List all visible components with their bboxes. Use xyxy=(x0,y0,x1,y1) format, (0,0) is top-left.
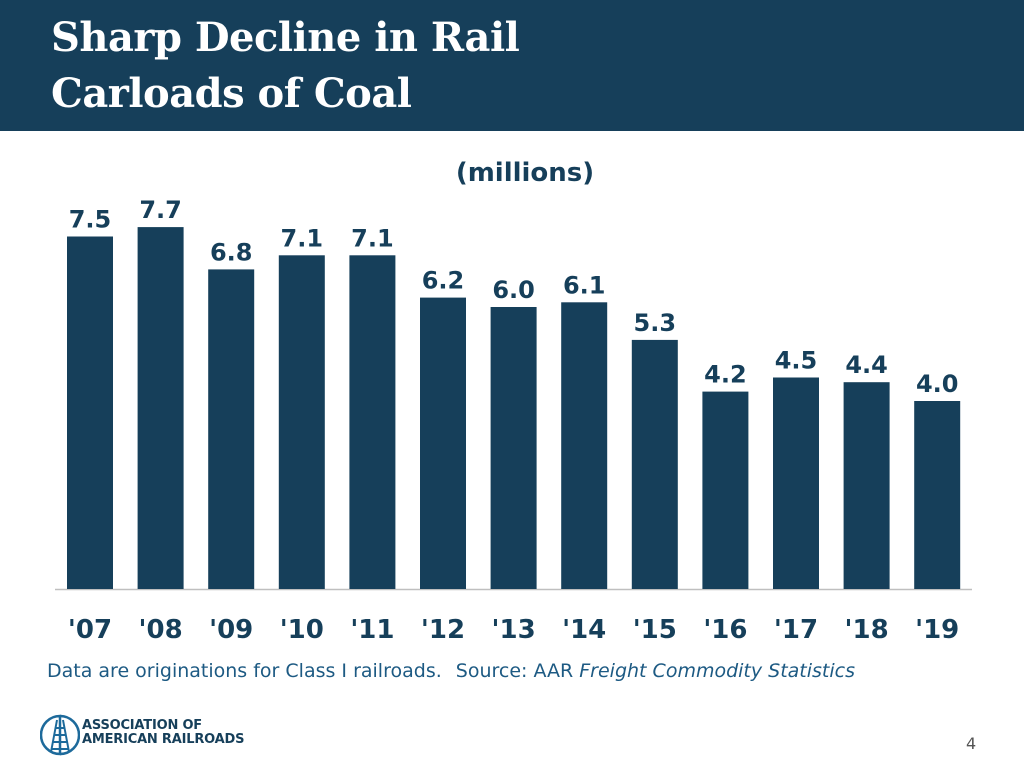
source-title: Freight Commodity Statistics xyxy=(579,660,856,682)
aar-logo-text: ASSOCIATION OF AMERICAN RAILROADS xyxy=(82,719,244,747)
footnote: Data are originations for Class I railro… xyxy=(47,660,855,682)
bar-10 xyxy=(773,377,819,589)
bar-7 xyxy=(561,302,608,589)
title-line-2: Carloads of Coal xyxy=(51,70,412,117)
x-tick-label-10: '17 xyxy=(774,615,818,645)
data-label-11: 4.4 xyxy=(845,351,888,379)
bar-1 xyxy=(137,227,184,589)
title-line-1: Sharp Decline in Rail xyxy=(51,14,520,61)
x-tick-label-11: '18 xyxy=(845,615,889,645)
data-label-0: 7.5 xyxy=(69,206,112,234)
title-band: Sharp Decline in Rail Carloads of Coal xyxy=(0,0,1024,131)
bar-9 xyxy=(702,391,749,589)
source-prefix: Source: AAR xyxy=(455,660,574,682)
logo-line-1: ASSOCIATION OF xyxy=(82,718,202,733)
x-tick-label-5: '12 xyxy=(421,615,465,645)
x-tick-label-3: '10 xyxy=(280,615,324,645)
bar-4 xyxy=(349,255,396,590)
data-note: Data are originations for Class I railro… xyxy=(47,660,442,682)
data-label-10: 4.5 xyxy=(775,347,818,375)
x-tick-label-2: '09 xyxy=(209,615,253,645)
bar-6 xyxy=(490,307,537,589)
bar-0 xyxy=(67,236,113,589)
data-label-5: 6.2 xyxy=(422,267,465,295)
page-title: Sharp Decline in Rail Carloads of Coal xyxy=(51,10,520,122)
bar-2 xyxy=(208,269,255,589)
bar-chart: 7.5 '07 7.7 '08 6.8 '09 7.1 '10 7.1 '11 6.2 '12 6.0 '… xyxy=(55,196,972,645)
data-label-3: 7.1 xyxy=(281,224,324,252)
x-tick-label-12: '19 xyxy=(915,615,959,645)
data-label-8: 5.3 xyxy=(634,309,677,337)
x-tick-label-6: '13 xyxy=(492,615,536,645)
data-label-2: 6.8 xyxy=(210,238,253,266)
x-tick-label-0: '07 xyxy=(68,615,112,645)
chart-units-label: (millions) xyxy=(455,158,595,188)
bar-8 xyxy=(631,339,678,589)
data-label-6: 6.0 xyxy=(492,276,535,304)
x-tick-label-4: '11 xyxy=(350,615,394,645)
x-tick-label-7: '14 xyxy=(562,615,606,645)
railroad-track-icon xyxy=(40,714,80,756)
data-label-1: 7.7 xyxy=(139,196,182,224)
bar-11 xyxy=(843,382,890,589)
logo-line-2: AMERICAN RAILROADS xyxy=(82,732,245,747)
page-number: 4 xyxy=(966,734,977,753)
x-tick-label-9: '16 xyxy=(703,615,747,645)
data-label-12: 4.0 xyxy=(916,370,959,398)
bar-12 xyxy=(914,401,961,589)
bar-3 xyxy=(278,255,325,590)
x-tick-label-8: '15 xyxy=(633,615,677,645)
data-label-9: 4.2 xyxy=(704,361,747,389)
data-label-7: 6.1 xyxy=(563,271,606,299)
bar-5 xyxy=(420,297,466,589)
data-label-4: 7.1 xyxy=(351,224,394,252)
x-tick-label-1: '08 xyxy=(139,615,183,645)
